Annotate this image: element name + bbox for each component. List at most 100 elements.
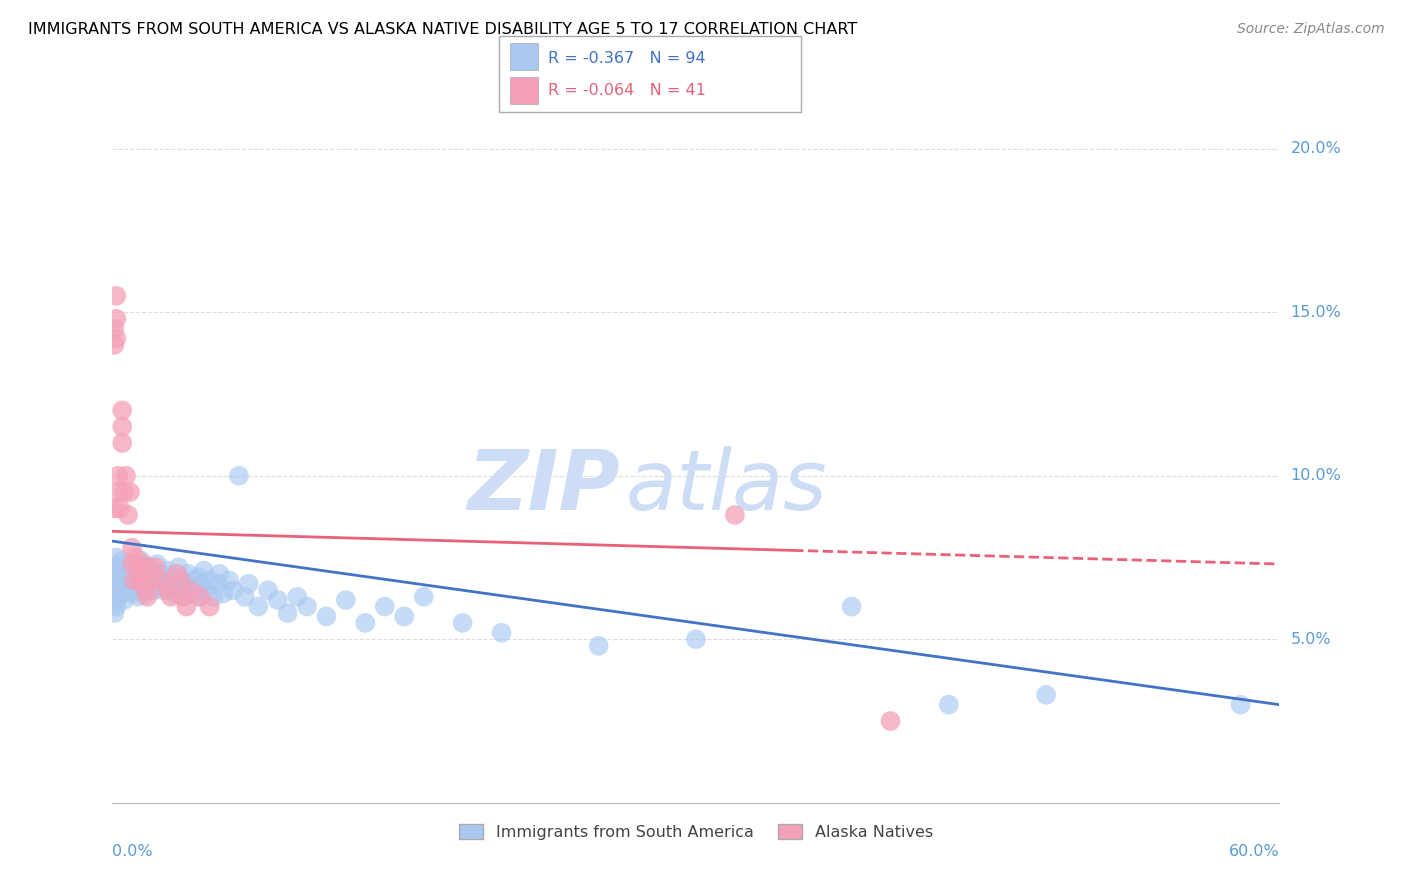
Point xyxy=(146,557,169,571)
Point xyxy=(276,606,298,620)
Point xyxy=(111,436,134,450)
Text: R = -0.367   N = 94: R = -0.367 N = 94 xyxy=(548,51,706,66)
Text: Source: ZipAtlas.com: Source: ZipAtlas.com xyxy=(1237,22,1385,37)
Point xyxy=(103,574,125,588)
Text: 5.0%: 5.0% xyxy=(1291,632,1331,647)
Point xyxy=(588,639,610,653)
Point xyxy=(194,583,217,598)
Point xyxy=(173,590,195,604)
Point xyxy=(125,583,148,598)
Point xyxy=(724,508,747,522)
Point xyxy=(202,590,225,604)
Text: 0.0%: 0.0% xyxy=(112,845,153,860)
Point xyxy=(122,576,145,591)
Point xyxy=(142,583,165,598)
Text: ZIP: ZIP xyxy=(467,446,620,527)
Point xyxy=(172,574,194,588)
Point xyxy=(105,599,128,614)
Text: 20.0%: 20.0% xyxy=(1291,141,1341,156)
Point xyxy=(105,566,128,581)
Point xyxy=(112,576,135,591)
Text: 15.0%: 15.0% xyxy=(1291,305,1341,319)
Point xyxy=(160,590,183,604)
Point xyxy=(1229,698,1251,712)
Point xyxy=(150,574,173,588)
Text: atlas: atlas xyxy=(626,446,828,527)
Point xyxy=(167,560,190,574)
Point xyxy=(103,321,125,335)
Point xyxy=(150,566,173,581)
Text: 60.0%: 60.0% xyxy=(1229,845,1279,860)
Point xyxy=(153,574,176,588)
Point xyxy=(207,576,229,591)
Point xyxy=(267,593,290,607)
Point xyxy=(198,574,221,588)
Point xyxy=(105,550,128,565)
Legend: Immigrants from South America, Alaska Natives: Immigrants from South America, Alaska Na… xyxy=(453,818,939,847)
Point xyxy=(103,593,125,607)
Point xyxy=(218,574,240,588)
Point xyxy=(110,580,132,594)
Point xyxy=(115,566,138,581)
Point xyxy=(160,580,183,594)
Point xyxy=(176,599,198,614)
Point xyxy=(374,599,396,614)
Point xyxy=(183,574,205,588)
Point xyxy=(135,583,157,598)
Point xyxy=(335,593,357,607)
Point xyxy=(179,586,201,600)
Point xyxy=(172,590,194,604)
Point xyxy=(125,550,148,565)
Point xyxy=(166,566,188,581)
Point xyxy=(103,501,125,516)
Point xyxy=(122,574,145,588)
Point xyxy=(111,403,134,417)
Text: IMMIGRANTS FROM SOUTH AMERICA VS ALASKA NATIVE DISABILITY AGE 5 TO 17 CORRELATIO: IMMIGRANTS FROM SOUTH AMERICA VS ALASKA … xyxy=(28,22,858,37)
Point xyxy=(179,583,201,598)
Point xyxy=(222,583,245,598)
Text: R = -0.064   N = 41: R = -0.064 N = 41 xyxy=(548,83,706,98)
Point xyxy=(107,560,129,574)
Text: 10.0%: 10.0% xyxy=(1291,468,1341,483)
Point xyxy=(212,586,235,600)
Point xyxy=(117,557,139,571)
Point xyxy=(105,583,128,598)
Point xyxy=(107,468,129,483)
Point xyxy=(156,583,179,598)
Point xyxy=(112,485,135,500)
Point xyxy=(193,564,215,578)
Point xyxy=(491,625,513,640)
Point xyxy=(162,570,184,584)
Point xyxy=(354,615,377,630)
Point xyxy=(138,576,160,591)
Point xyxy=(127,574,149,588)
Point xyxy=(198,599,221,614)
Point xyxy=(105,311,128,326)
Point xyxy=(156,564,179,578)
Point xyxy=(169,574,191,588)
Point xyxy=(938,698,960,712)
Point xyxy=(257,583,280,598)
Point xyxy=(295,599,318,614)
Point xyxy=(247,599,270,614)
Point xyxy=(163,586,186,600)
Point xyxy=(117,574,139,588)
Point xyxy=(121,570,143,584)
Point xyxy=(141,566,163,581)
Point xyxy=(138,560,160,574)
Point xyxy=(184,583,207,598)
Point xyxy=(121,557,143,571)
Point xyxy=(118,580,141,594)
Point xyxy=(136,560,159,574)
Point xyxy=(107,485,129,500)
Point xyxy=(127,590,149,604)
Point xyxy=(228,468,250,483)
Point xyxy=(131,580,153,594)
Point xyxy=(238,576,260,591)
Point xyxy=(105,289,128,303)
Point xyxy=(111,419,134,434)
Point xyxy=(394,609,416,624)
Point xyxy=(128,564,150,578)
Point xyxy=(125,566,148,581)
Point xyxy=(143,560,166,574)
